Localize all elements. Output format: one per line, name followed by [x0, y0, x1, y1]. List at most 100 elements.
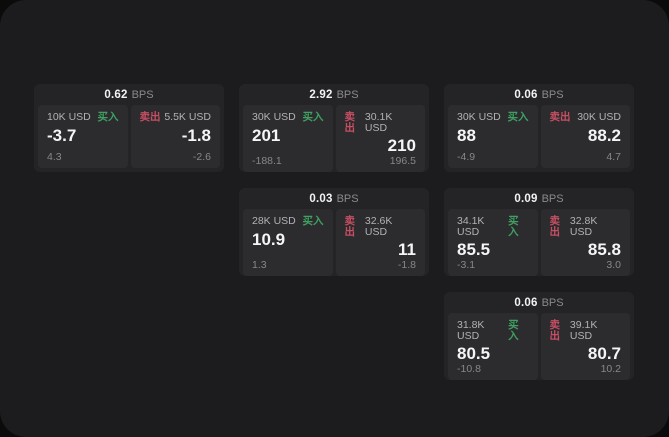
- panel-group: 31.8K USD 买入 80.5 -10.8 卖出 39.1K USD 80.…: [444, 313, 634, 380]
- panel-group: 10K USD 买入 -3.7 4.3 卖出 5.5K USD -1.8 -2.…: [34, 105, 224, 172]
- sell-panel-header: 卖出 30.1K USD: [345, 112, 417, 133]
- buy-tag: 买入: [302, 111, 324, 123]
- sell-panel-header: 卖出 32.8K USD: [550, 216, 622, 237]
- buy-tag: 买入: [508, 319, 519, 342]
- buy-panel-header: 34.1K USD 买入: [457, 216, 529, 237]
- buy-panel-header: 10K USD 买入: [47, 112, 119, 123]
- quote-card: 0.06 BPS 30K USD 买入 88 -4.9 卖出 30K USD: [444, 84, 634, 172]
- sell-notional: 30.1K USD: [364, 111, 393, 134]
- buy-price: 10.9: [252, 229, 286, 249]
- sell-notional: 5.5K USD: [164, 111, 211, 123]
- sell-panel[interactable]: 卖出 30K USD 88.2 4.7: [540, 105, 630, 168]
- sell-price: 11: [398, 240, 416, 259]
- buy-panel[interactable]: 30K USD 买入 88 -4.9: [448, 105, 538, 168]
- buy-price: 85.5: [457, 240, 491, 259]
- sell-sub-value: -1.8: [397, 258, 416, 271]
- quote-card: 0.62 BPS 10K USD 买入 -3.7 4.3 卖出 5.5K USD: [34, 84, 224, 172]
- quote-card: 0.06 BPS 31.8K USD 买入 80.5 -10.8 卖出 39.1…: [444, 292, 634, 380]
- sell-tag: 卖出: [549, 111, 571, 123]
- sell-tag: 卖出: [139, 111, 161, 123]
- sell-tag: 卖出: [344, 111, 356, 134]
- bps-unit-label: BPS: [131, 88, 154, 101]
- sell-price: 85.8: [587, 240, 621, 259]
- buy-price: 201: [252, 125, 281, 145]
- buy-panel[interactable]: 34.1K USD 买入 85.5 -3.1: [448, 209, 538, 276]
- sell-panel-header: 卖出 32.6K USD: [345, 216, 417, 237]
- buy-panel[interactable]: 31.8K USD 买入 80.5 -10.8: [448, 313, 538, 380]
- sell-notional: 39.1K USD: [569, 319, 598, 342]
- sell-tag: 卖出: [549, 215, 561, 238]
- sell-panel[interactable]: 卖出 32.8K USD 85.8 3.0: [540, 209, 630, 276]
- bps-value: 0.62: [104, 88, 128, 101]
- buy-sub-value: -4.9: [457, 150, 476, 163]
- panel-group: 30K USD 买入 88 -4.9 卖出 30K USD 88.2 4.7: [444, 105, 634, 172]
- buy-panel[interactable]: 28K USD 买入 10.9 1.3: [243, 209, 333, 276]
- buy-sub-value: 1.3: [252, 258, 267, 271]
- sell-notional: 32.8K USD: [569, 215, 598, 238]
- sell-price: 210: [387, 136, 416, 155]
- sell-panel[interactable]: 卖出 39.1K USD 80.7 10.2: [540, 313, 630, 380]
- buy-panel[interactable]: 30K USD 买入 201 -188.1: [243, 105, 333, 172]
- sell-sub-value: -2.6: [192, 150, 211, 163]
- buy-price: -3.7: [47, 125, 77, 145]
- buy-notional: 30K USD: [457, 111, 501, 123]
- buy-panel[interactable]: 10K USD 买入 -3.7 4.3: [38, 105, 128, 168]
- panel-group: 34.1K USD 买入 85.5 -3.1 卖出 32.8K USD 85.8…: [444, 209, 634, 276]
- bps-header: 2.92 BPS: [239, 84, 429, 105]
- sell-sub-value: 4.7: [606, 150, 621, 163]
- buy-panel-header: 30K USD 买入: [252, 112, 324, 123]
- bps-value: 0.03: [309, 192, 333, 205]
- buy-notional: 30K USD: [252, 111, 296, 123]
- buy-tag: 买入: [302, 215, 324, 227]
- bps-header: 0.09 BPS: [444, 188, 634, 209]
- sell-sub-value: 10.2: [600, 362, 621, 375]
- bps-header: 0.03 BPS: [239, 188, 429, 209]
- quote-card-grid: 0.62 BPS 10K USD 买入 -3.7 4.3 卖出 5.5K USD: [34, 84, 634, 380]
- sell-notional: 32.6K USD: [364, 215, 393, 238]
- panel-group: 28K USD 买入 10.9 1.3 卖出 32.6K USD 11 -1.8: [239, 209, 429, 276]
- buy-tag: 买入: [97, 111, 119, 123]
- sell-tag: 卖出: [344, 215, 356, 238]
- bps-unit-label: BPS: [541, 296, 564, 309]
- buy-price: 88: [457, 125, 476, 145]
- bps-value: 0.09: [514, 192, 538, 205]
- bps-unit-label: BPS: [336, 88, 359, 101]
- sell-panel-header: 卖出 30K USD: [550, 112, 622, 123]
- buy-tag: 买入: [508, 215, 519, 238]
- sell-sub-value: 3.0: [606, 258, 621, 271]
- buy-price: 80.5: [457, 344, 491, 363]
- sell-price: -1.8: [181, 125, 211, 145]
- bps-unit-label: BPS: [336, 192, 359, 205]
- bps-header: 0.06 BPS: [444, 84, 634, 105]
- sell-panel-header: 卖出 39.1K USD: [550, 320, 622, 341]
- sell-panel[interactable]: 卖出 32.6K USD 11 -1.8: [335, 209, 425, 276]
- buy-tag: 买入: [507, 111, 529, 123]
- quote-card: 0.03 BPS 28K USD 买入 10.9 1.3 卖出 32.6K US…: [239, 188, 429, 276]
- buy-panel-header: 31.8K USD 买入: [457, 320, 529, 341]
- sell-panel[interactable]: 卖出 30.1K USD 210 196.5: [335, 105, 425, 172]
- bps-header: 0.62 BPS: [34, 84, 224, 105]
- buy-panel-header: 28K USD 买入: [252, 216, 324, 227]
- buy-notional: 28K USD: [252, 215, 296, 227]
- buy-notional: 31.8K USD: [457, 319, 485, 342]
- buy-sub-value: -10.8: [457, 362, 481, 375]
- quote-card: 0.09 BPS 34.1K USD 买入 85.5 -3.1 卖出 32.8K…: [444, 188, 634, 276]
- sell-panel[interactable]: 卖出 5.5K USD -1.8 -2.6: [130, 105, 220, 168]
- buy-notional: 34.1K USD: [457, 215, 485, 238]
- buy-sub-value: -188.1: [252, 154, 282, 167]
- buy-panel-header: 30K USD 买入: [457, 112, 529, 123]
- sell-notional: 30K USD: [577, 111, 621, 123]
- bps-value: 0.06: [514, 88, 538, 101]
- bps-unit-label: BPS: [541, 88, 564, 101]
- bps-value: 2.92: [309, 88, 333, 101]
- buy-notional: 10K USD: [47, 111, 91, 123]
- sell-price: 80.7: [587, 344, 621, 363]
- buy-sub-value: 4.3: [47, 150, 62, 163]
- quote-card: 2.92 BPS 30K USD 买入 201 -188.1 卖出 30.1K …: [239, 84, 429, 172]
- sell-tag: 卖出: [549, 319, 561, 342]
- sell-panel-header: 卖出 5.5K USD: [140, 112, 212, 123]
- buy-sub-value: -3.1: [457, 258, 476, 271]
- sell-price: 88.2: [587, 125, 621, 145]
- sell-sub-value: 196.5: [389, 154, 416, 167]
